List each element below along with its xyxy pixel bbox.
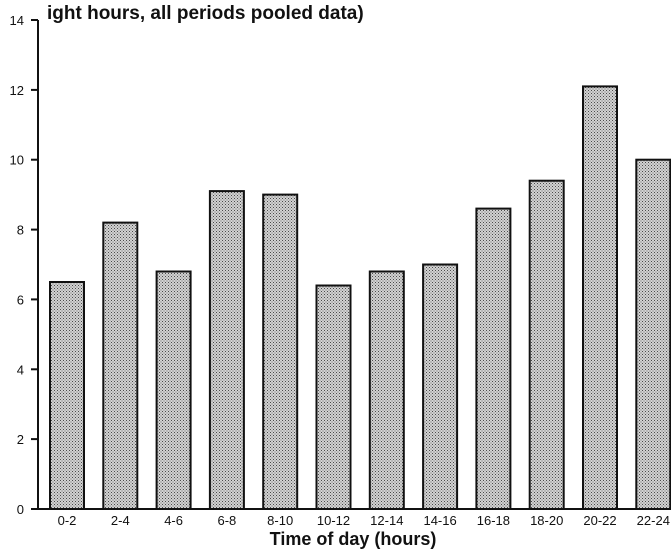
y-tick-label-4: 4 — [17, 362, 24, 377]
y-axis-ticks: 0 2 4 6 8 10 12 14 — [10, 13, 38, 517]
y-tick-label-12: 12 — [10, 83, 24, 98]
x-tick-label-18-20: 18-20 — [530, 513, 563, 528]
bar-18-20 — [528, 179, 565, 510]
bar-0-2 — [49, 281, 85, 510]
x-axis-ticks: 0-2 2-4 4-6 6-8 8-10 10-12 12-14 14-16 16-18 18-2… — [58, 513, 670, 528]
x-tick-label-2-4: 2-4 — [111, 513, 130, 528]
x-tick-label-0-2: 0-2 — [58, 513, 77, 528]
y-tick-label-10: 10 — [10, 153, 24, 168]
bar-8-10 — [262, 193, 299, 510]
bar-14-16 — [422, 263, 459, 510]
y-tick-label-2: 2 — [17, 432, 24, 447]
chart-title: ight hours, all periods pooled data) — [47, 3, 364, 24]
bar-12-14 — [368, 270, 405, 510]
y-tick-label-6: 6 — [17, 292, 24, 307]
x-tick-label-10-12: 10-12 — [317, 513, 350, 528]
x-tick-label-16-18: 16-18 — [477, 513, 510, 528]
bar-10-12 — [315, 284, 352, 510]
bar-6-8 — [208, 190, 245, 510]
bar-2-4 — [102, 221, 139, 510]
x-tick-label-12-14: 12-14 — [370, 513, 403, 528]
x-tick-label-6-8: 6-8 — [218, 513, 237, 528]
bar-4-6 — [155, 270, 192, 510]
y-tick-label-8: 8 — [17, 223, 24, 238]
bar-16-18 — [475, 207, 512, 510]
x-tick-label-20-22: 20-22 — [583, 513, 616, 528]
bar-20-22 — [582, 85, 618, 511]
x-tick-label-14-16: 14-16 — [423, 513, 456, 528]
bar-22-24 — [635, 158, 671, 510]
x-axis-label: Time of day (hours) — [270, 529, 437, 549]
x-tick-label-4-6: 4-6 — [164, 513, 183, 528]
y-tick-label-14: 14 — [10, 13, 24, 28]
y-tick-label-0: 0 — [17, 502, 24, 517]
bar-group — [49, 85, 671, 511]
x-tick-label-8-10: 8-10 — [267, 513, 293, 528]
x-tick-label-22-24: 22-24 — [637, 513, 670, 528]
